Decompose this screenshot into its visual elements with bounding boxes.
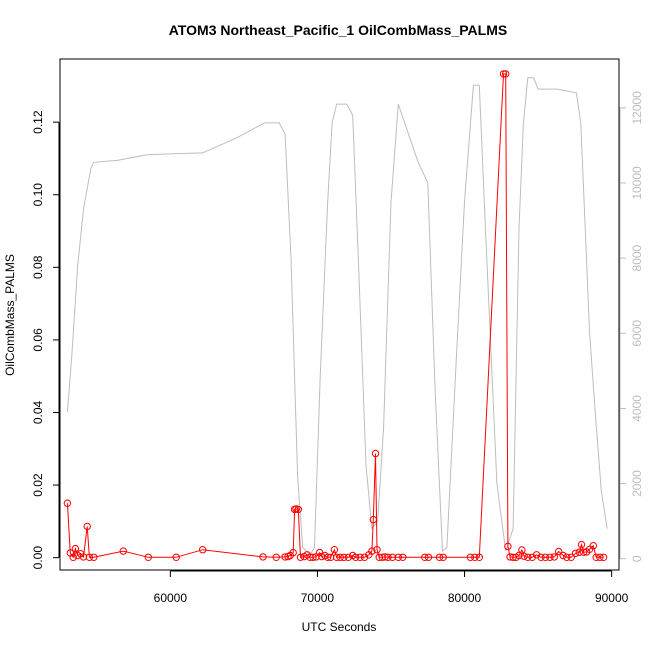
x-tick-label: 80000 [448,591,482,605]
y2-tick-label: 10000 [630,166,644,200]
y-axis-label: OilCombMass_PALMS [3,254,17,376]
primary-data-point [63,499,72,507]
primary-data-point [532,551,541,559]
primary-data-point [69,553,77,561]
primary-data-point [119,547,128,555]
primary-data-point [356,553,364,561]
primary-data-point [559,551,567,560]
primary-data-point [330,546,339,554]
primary-data-point [471,553,479,561]
primary-data-point [546,553,554,561]
primary-data-point [563,553,571,561]
primary-data-point [371,449,380,458]
primary-data-point [592,553,600,561]
primary-data-point [589,542,597,550]
y2-tick-label: 0 [630,555,644,562]
primary-data-point [475,553,483,561]
primary-data-point [520,552,528,560]
primary-data-point [336,553,344,561]
primary-data-point [528,553,536,561]
primary-data-point [71,544,80,553]
primary-data-point [83,522,91,531]
primary-data-point [439,553,447,561]
y2-tick-label: 12000 [630,91,644,125]
x-tick-label: 70000 [301,591,335,605]
y2-tick-label: 8000 [630,244,644,271]
primary-data-point [550,553,558,561]
primary-data-point [541,553,550,561]
primary-data-point [524,553,532,561]
y-tick-label: 0.04 [31,400,45,424]
primary-data-point [312,553,320,561]
axes-layer: 60000 70000 80000 900000.000.020.040.060.08… [31,91,644,605]
x-tick-label: 90000 [595,591,629,605]
primary-data-point [332,553,341,561]
primary-data-point [352,553,360,561]
y-tick-label: 0.08 [31,255,45,279]
secondary-series-line [66,77,608,556]
primary-data-point [518,546,526,554]
primary-data-point [596,553,604,561]
primary-series-line [66,73,604,559]
primary-data-point [537,553,545,561]
plot-frame [59,58,620,571]
primary-data-point [499,70,508,78]
primary-data-point [502,70,510,78]
primary-data-point [575,548,583,556]
primary-data-point [599,553,608,561]
primary-data-point [424,553,433,561]
primary-data-point [172,553,180,561]
primary-data-point [309,553,317,561]
primary-data-point [555,547,563,556]
primary-data-point [199,546,207,554]
primary-data-point [381,553,389,561]
primary-data-point [435,553,444,561]
y-tick-label: 0.06 [31,328,45,352]
y2-tick-label: 2000 [630,470,644,497]
primary-data-point [421,553,429,561]
primary-data-point [272,553,280,561]
primary-data-point [580,548,588,556]
primary-data-point [504,542,512,551]
primary-data-point [296,553,305,561]
primary-data-point [368,547,376,555]
primary-series-layer [63,70,608,561]
primary-data-point [466,553,475,561]
y-tick-label: 0.00 [31,546,45,570]
x-axis-label: UTC Seconds [302,620,377,634]
chart-title: ATOM3 Northeast_Pacific_1 OilCombMass_PA… [169,22,507,38]
y-tick-label: 0.10 [31,183,45,207]
primary-data-point [344,553,352,561]
primary-data-point [571,549,580,557]
primary-data-point [281,553,289,561]
primary-data-point [85,553,94,561]
primary-data-point [144,553,153,561]
primary-data-point [378,553,386,561]
y2-tick-label: 4000 [630,395,644,422]
primary-data-point [90,553,98,561]
primary-data-point [369,515,377,524]
primary-data-point [577,540,586,549]
primary-data-point [340,553,348,561]
secondary-series-layer [66,77,608,556]
y2-tick-label: 6000 [630,320,644,347]
primary-data-point [360,553,369,561]
primary-data-point [394,553,402,561]
primary-data-point [384,553,392,561]
primary-data-point [289,548,297,557]
primary-data-point [324,553,332,561]
primary-data-point [515,551,523,560]
y-tick-label: 0.02 [31,473,45,497]
x-tick-label: 60000 [154,591,188,605]
primary-data-point [399,553,407,561]
y-tick-label: 0.12 [31,110,45,134]
primary-data-point [294,505,302,514]
primary-data-point [259,553,267,561]
primary-data-point [388,553,397,561]
primary-data-point [567,553,575,561]
primary-data-point [373,546,381,554]
